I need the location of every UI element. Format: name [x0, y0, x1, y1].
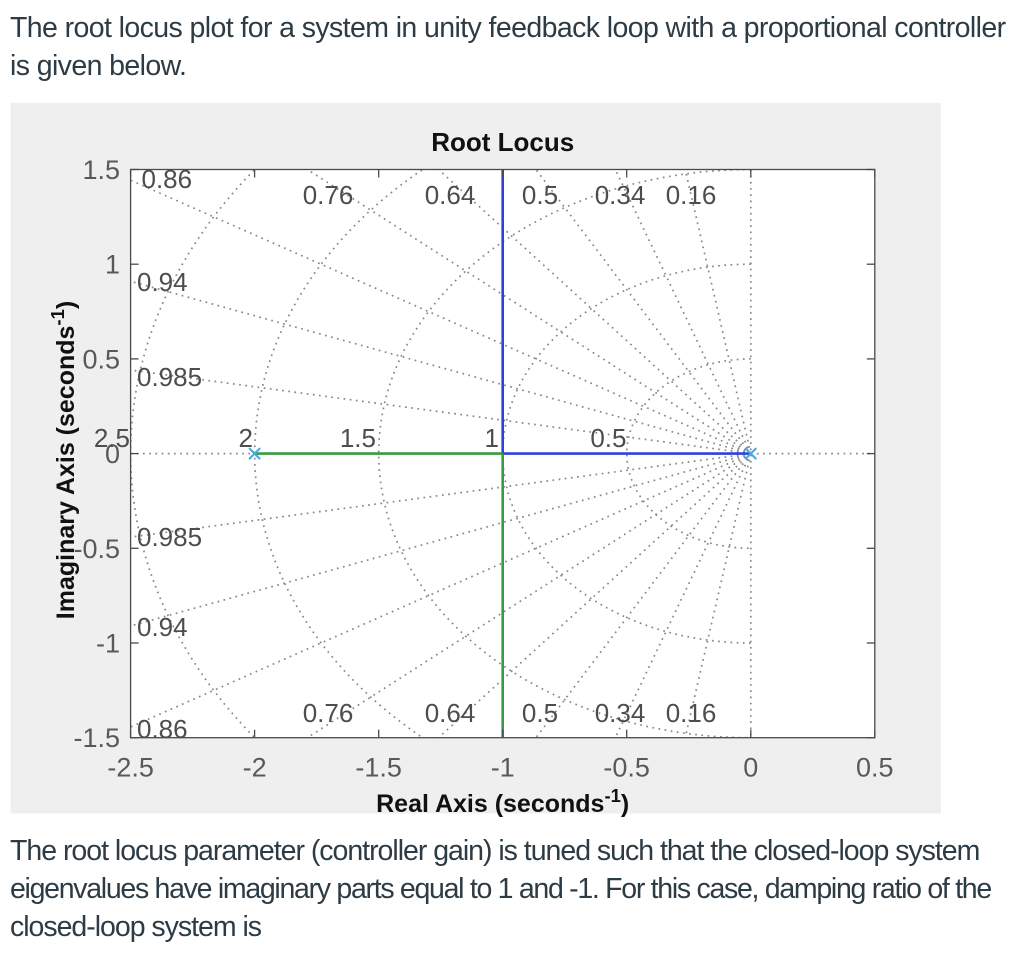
svg-text:0.16: 0.16: [666, 698, 717, 728]
svg-text:0.86: 0.86: [142, 164, 193, 194]
svg-text:1: 1: [485, 423, 499, 453]
svg-text:0.94: 0.94: [137, 612, 188, 642]
svg-text:0.5: 0.5: [522, 698, 558, 728]
svg-text:2: 2: [239, 423, 253, 453]
svg-text:1: 1: [105, 250, 120, 280]
svg-text:-1: -1: [96, 629, 120, 659]
svg-text:0: 0: [105, 439, 120, 469]
svg-text:-0.5: -0.5: [603, 753, 650, 783]
svg-text:Imaginary Axis (seconds-1): Imaginary Axis (seconds-1): [47, 301, 80, 619]
svg-text:0.34: 0.34: [595, 698, 646, 728]
svg-text:0.34: 0.34: [595, 180, 646, 210]
svg-text:0: 0: [743, 753, 758, 783]
svg-text:0.94: 0.94: [137, 267, 188, 297]
svg-text:-2: -2: [243, 753, 267, 783]
svg-text:1.5: 1.5: [340, 423, 376, 453]
svg-text:-1: -1: [491, 753, 515, 783]
svg-text:0.5: 0.5: [82, 344, 120, 374]
svg-text:-1.5: -1.5: [73, 723, 120, 753]
svg-text:0.86: 0.86: [137, 714, 188, 744]
svg-text:0.64: 0.64: [425, 180, 476, 210]
svg-text:0.76: 0.76: [303, 180, 354, 210]
svg-text:-1.5: -1.5: [355, 753, 402, 783]
svg-text:0.5: 0.5: [522, 180, 558, 210]
svg-text:0.985: 0.985: [137, 362, 202, 392]
svg-text:1.5: 1.5: [82, 155, 120, 185]
svg-text:0.5: 0.5: [856, 753, 894, 783]
svg-text:-2.5: -2.5: [107, 753, 154, 783]
svg-text:0.5: 0.5: [590, 423, 626, 453]
svg-text:0.76: 0.76: [303, 698, 354, 728]
svg-text:0.64: 0.64: [425, 698, 476, 728]
svg-text:Root Locus: Root Locus: [431, 127, 574, 157]
svg-text:-0.5: -0.5: [73, 534, 120, 564]
svg-text:0.16: 0.16: [666, 180, 717, 210]
svg-text:Real Axis (seconds-1): Real Axis (seconds-1): [376, 785, 629, 818]
svg-text:0.985: 0.985: [137, 522, 202, 552]
svg-text:2.5: 2.5: [94, 423, 130, 453]
